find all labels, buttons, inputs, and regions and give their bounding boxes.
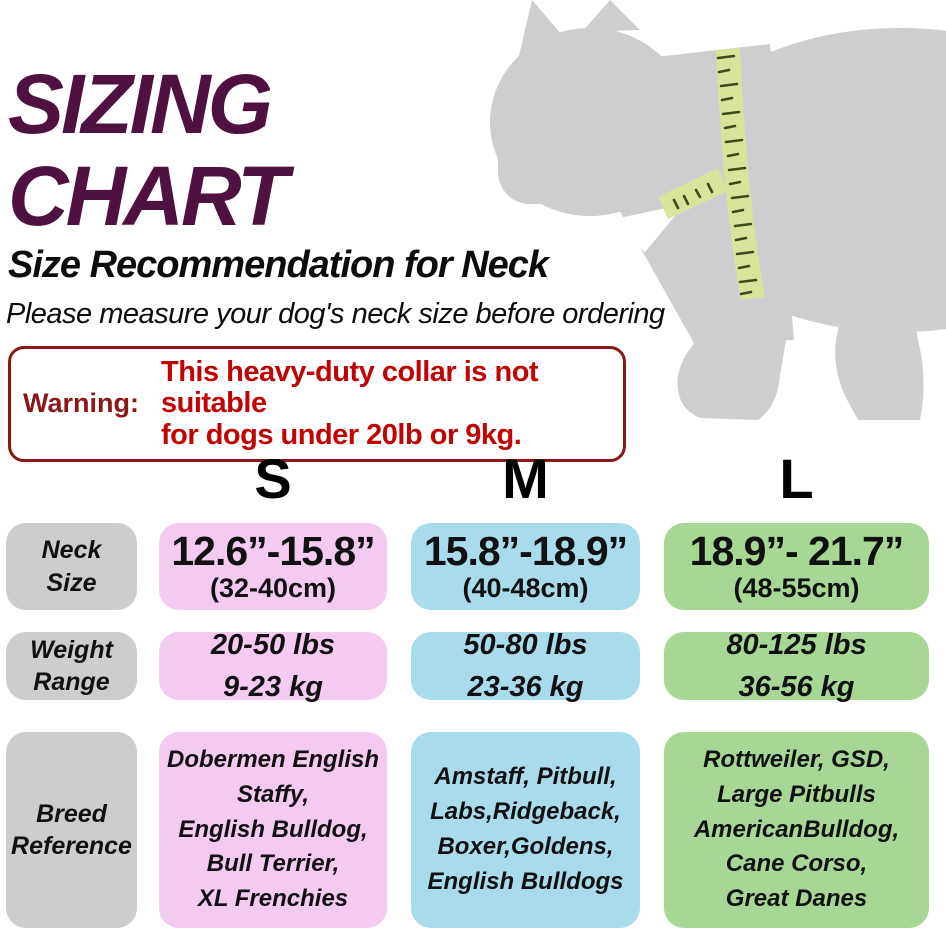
neck-size-cell-m: 15.8”-18.9” (40-48cm)	[411, 523, 640, 610]
row-label-breed-reference: Breed Reference	[6, 732, 137, 928]
neck-size-cm: (48-55cm)	[733, 573, 860, 603]
warning-label: Warning:	[23, 388, 139, 419]
row-label-text: Breed Reference	[11, 799, 132, 861]
warning-text: This heavy-duty collar is not suitable f…	[160, 356, 539, 451]
breed-list: Amstaff, Pitbull, Labs,Ridgeback, Boxer,…	[427, 763, 624, 895]
weight-cell-l: 80-125 lbs 36-56 kg	[664, 629, 929, 703]
neck-size-cell-s: 12.6”-15.8” (32-40cm)	[159, 523, 387, 610]
row-label-text: Neck Size	[41, 536, 102, 597]
measure-note: Please measure your dog's neck size befo…	[6, 298, 665, 330]
weight-cell-s: 20-50 lbs 9-23 kg	[159, 629, 387, 703]
weight-lbs: 20-50 lbs	[210, 628, 336, 661]
row-label-neck-size: Neck Size	[6, 523, 137, 610]
neck-size-cell-l: 18.9”- 21.7” (48-55cm)	[664, 523, 929, 610]
dog-measuring-tape-illustration	[490, 0, 946, 420]
neck-size-cm: (40-48cm)	[462, 573, 589, 603]
column-header-l: L	[779, 447, 814, 510]
weight-kg: 23-36 kg	[467, 671, 584, 703]
page-title: SIZING CHART	[8, 57, 288, 243]
breed-cell-s: Dobermen English Staffy, English Bulldog…	[159, 732, 387, 928]
page-title-line2: CHART	[8, 149, 288, 243]
dog-mouth-notch	[610, 204, 685, 252]
weight-lbs: 80-125 lbs	[726, 628, 867, 661]
breed-list: Dobermen English Staffy, English Bulldog…	[166, 746, 380, 913]
breed-list: Rottweiler, GSD, Large Pitbulls American…	[693, 746, 900, 913]
neck-size-cm: (32-40cm)	[209, 573, 337, 603]
weight-kg: 9-23 kg	[223, 671, 323, 703]
weight-kg: 36-56 kg	[738, 671, 855, 703]
warning-box: Warning: This heavy-duty collar is not s…	[8, 346, 626, 462]
page-title-line1: SIZING	[8, 57, 273, 151]
row-label-text: Weight Range	[30, 635, 113, 697]
weight-lbs: 50-80 lbs	[463, 628, 588, 661]
breed-cell-m: Amstaff, Pitbull, Labs,Ridgeback, Boxer,…	[411, 732, 640, 928]
neck-size-inches: 12.6”-15.8”	[171, 528, 375, 574]
measuring-tape	[658, 48, 765, 300]
neck-size-inches: 15.8”-18.9”	[423, 528, 628, 574]
column-header-m: M	[502, 447, 549, 510]
row-label-weight-range: Weight Range	[6, 632, 137, 700]
weight-cell-m: 50-80 lbs 23-36 kg	[411, 629, 640, 703]
dog-silhouette	[490, 0, 946, 420]
breed-cell-l: Rottweiler, GSD, Large Pitbulls American…	[664, 732, 929, 928]
subtitle: Size Recommendation for Neck	[8, 244, 549, 286]
measuring-tape-ticks	[672, 54, 758, 296]
neck-size-inches: 18.9”- 21.7”	[689, 528, 905, 574]
column-header-s: S	[254, 447, 292, 510]
